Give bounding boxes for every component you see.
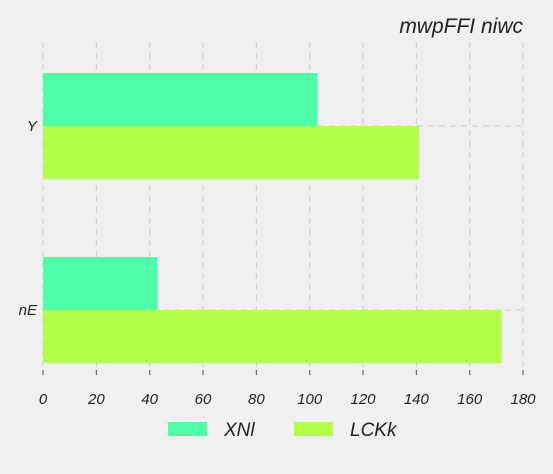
x-tick-label: 80 [248,391,265,408]
legend: XNl LCKk [168,420,398,441]
x-tick-label: 60 [195,391,212,408]
x-axis-ticks: 0 20 40 60 80 100 120 140 160 180 [39,370,536,408]
x-tick-label: 100 [297,391,323,408]
bar-lckk-y [43,126,419,179]
bars [43,73,502,363]
legend-swatch [168,422,207,436]
chart-title: mwpFFI niwc [399,15,523,38]
x-tick-label: 20 [87,391,105,408]
x-tick-label: 160 [457,391,483,408]
x-tick-label: 120 [350,391,376,408]
bar-xnl-y [43,73,318,126]
bar-lckk-ne [43,310,502,363]
x-tick-label: 40 [141,391,158,408]
legend-swatch [294,422,333,436]
y-tick-label: nE [19,302,38,319]
x-tick-label: 0 [39,391,48,408]
y-tick-label: Y [27,118,38,135]
y-axis-ticks: YnE [19,118,38,319]
legend-label: XNl [223,420,255,441]
x-tick-label: 140 [404,391,430,408]
bar-xnl-ne [43,257,158,310]
x-tick-label: 180 [510,391,536,408]
legend-label: LCKk [350,420,398,441]
